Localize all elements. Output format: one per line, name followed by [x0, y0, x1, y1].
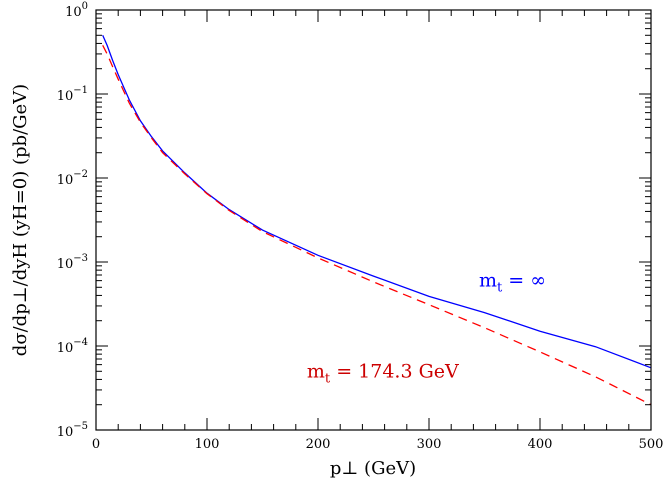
- plot-frame: [95, 9, 652, 431]
- series-line-0: [102, 35, 652, 369]
- y-axis-title: dσ/dp⊥/dyH (yH=0) (pb/GeV): [10, 84, 31, 356]
- axis-ticks: [95, 9, 652, 431]
- x-tick-label: 100: [195, 437, 220, 452]
- x-tick-label: 0: [92, 437, 100, 452]
- series-annotations: mt = ∞ mt = 174.3 GeV: [307, 270, 546, 387]
- y-tick-label: 100: [65, 1, 88, 20]
- y-tick-label: 10−3: [57, 253, 88, 272]
- y-tick-label: 10−5: [57, 421, 88, 440]
- axis-tick-labels: 0 100 200 300 400 500 10−5 10−4 10−3 10−2 10−1 100: [57, 1, 664, 452]
- plot-lines: [102, 35, 652, 406]
- series-annotation-1: mt = 174.3 GeV: [307, 361, 459, 387]
- series-line-1: [102, 45, 652, 406]
- y-tick-label: 10−2: [57, 169, 88, 188]
- x-tick-label: 500: [639, 437, 664, 452]
- x-tick-label: 200: [306, 437, 331, 452]
- y-tick-label: 10−1: [57, 85, 88, 104]
- x-axis-title: p⊥ (GeV): [330, 458, 416, 479]
- x-tick-label: 300: [417, 437, 442, 452]
- series-annotation-0: mt = ∞: [479, 270, 546, 296]
- x-tick-label: 400: [528, 437, 553, 452]
- y-tick-label: 10−4: [57, 337, 88, 356]
